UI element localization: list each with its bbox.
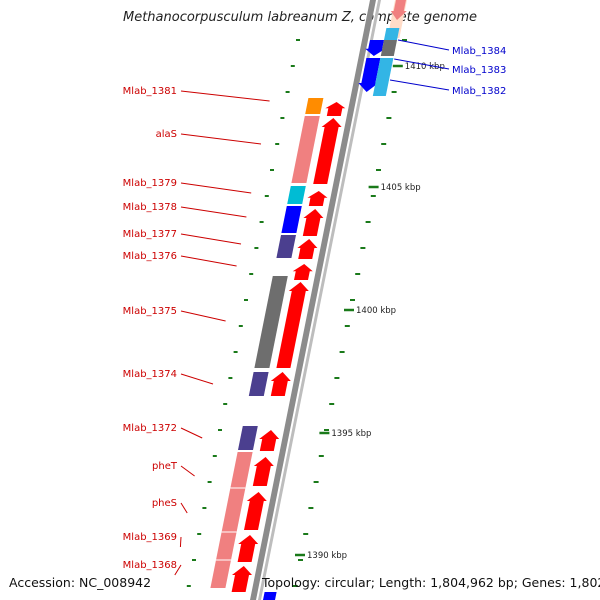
cog-block-right	[384, 28, 400, 40]
gene-leader-line	[180, 310, 226, 322]
gene-label-left: alaS	[156, 129, 177, 140]
cds-forward-arrow[interactable]	[252, 457, 274, 486]
cog-block	[248, 372, 269, 396]
cds-forward-arrow[interactable]	[276, 282, 309, 368]
gene-label-right: Mlab_1383	[452, 65, 506, 76]
gene-label-right: Mlab_1384	[452, 46, 506, 57]
page-title: Methanocorpusculum labreanum Z, complete…	[123, 10, 477, 25]
genome-summary: Topology: circular; Length: 1,804,962 bp…	[262, 575, 600, 590]
accession-text: Accession: NC_008942	[9, 575, 152, 590]
cds-forward-arrow[interactable]	[313, 118, 342, 184]
genome-backbone	[250, 0, 376, 600]
ruler-label: 1390 kbp	[307, 551, 347, 561]
gene-label-left: Mlab_1372	[123, 423, 177, 434]
gene-leader-line	[174, 564, 182, 576]
cds-forward-arrow[interactable]	[297, 239, 318, 259]
gene-leader-line	[180, 133, 262, 145]
cds-forward-arrow[interactable]	[270, 372, 291, 396]
gene-label-left: Mlab_1369	[123, 532, 177, 543]
gene-label-left: pheS	[152, 498, 177, 509]
cog-block	[287, 186, 306, 204]
gene-label-left: pheT	[152, 461, 178, 472]
cds-forward-arrow[interactable]	[325, 102, 346, 116]
gene-label-left: Mlab_1374	[123, 369, 177, 380]
ruler-label: 1405 kbp	[381, 183, 421, 193]
cds-forward-arrow[interactable]	[259, 430, 280, 451]
genome-backbone-edge	[258, 0, 381, 600]
cog-block	[305, 98, 324, 114]
gene-leader-line	[179, 536, 182, 548]
cog-block	[238, 426, 258, 450]
cds-forward-arrow[interactable]	[307, 191, 328, 206]
ruler-label: 1395 kbp	[331, 429, 371, 439]
cog-block	[281, 206, 302, 233]
cds-reverse-arrow[interactable]	[358, 58, 381, 92]
cog-block	[254, 276, 288, 368]
gene-leader-line	[180, 502, 188, 514]
cds-reverse-arrow[interactable]	[390, 0, 407, 20]
gene-leader-line	[180, 206, 247, 218]
ruler-label: 1400 kbp	[356, 306, 396, 316]
gene-leader-line	[180, 90, 270, 102]
cog-block-right	[380, 40, 397, 56]
gene-leader-line	[180, 182, 252, 194]
gene-leader-line	[389, 79, 450, 91]
gene-label-left: Mlab_1376	[123, 251, 177, 262]
cds-reverse-arrow[interactable]	[365, 40, 386, 56]
cds-forward-arrow[interactable]	[237, 535, 259, 562]
cds-reverse-arrow[interactable]	[263, 592, 277, 600]
cog-block-right	[372, 58, 394, 96]
gene-leader-line	[180, 255, 237, 267]
ruler-label: 1410 kbp	[405, 62, 445, 72]
gene-label-right: Mlab_1382	[452, 86, 506, 97]
gene-leader-line	[397, 39, 450, 51]
gene-label-left: Mlab_1379	[123, 178, 177, 189]
cds-forward-arrow[interactable]	[244, 492, 267, 530]
gene-leader-line	[394, 58, 450, 70]
cds-forward-arrow[interactable]	[231, 566, 252, 592]
gene-leader-line	[180, 465, 195, 477]
gene-label-left: Mlab_1375	[123, 306, 177, 317]
gene-leader-line	[180, 427, 203, 439]
cog-block	[291, 116, 320, 183]
cog-block	[210, 452, 253, 588]
cds-forward-arrow[interactable]	[292, 264, 313, 280]
cog-block	[276, 235, 296, 258]
gene-label-left: Mlab_1381	[123, 86, 177, 97]
gene-leader-line	[180, 233, 242, 245]
gene-label-left: Mlab_1378	[123, 202, 177, 213]
gene-label-left: Mlab_1377	[123, 229, 177, 240]
cds-forward-arrow[interactable]	[302, 209, 324, 236]
gene-leader-line	[180, 373, 214, 385]
gene-label-left: Mlab_1368	[123, 560, 177, 571]
